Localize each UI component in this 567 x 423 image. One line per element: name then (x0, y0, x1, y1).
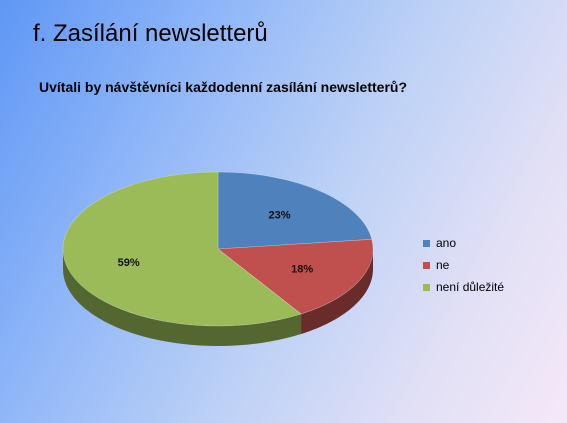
legend: ano ne není důležité (423, 232, 504, 298)
legend-swatch (423, 261, 430, 269)
pie-slice-ano (217, 171, 373, 250)
legend-swatch (423, 239, 430, 247)
pie-side-není-důležité (63, 249, 302, 346)
legend-item: není důležité (423, 276, 504, 298)
legend-label: ne (436, 258, 450, 272)
pie-labels: 23% 18% 59% (118, 209, 314, 275)
slide-title: f. Zasílání newsletterů (33, 20, 268, 47)
legend-item: ne (423, 254, 504, 276)
data-label-ne: 18% (291, 264, 313, 276)
pie-tops (62, 171, 374, 327)
legend-label: není důležité (436, 280, 505, 294)
pie-slice-ne (217, 239, 374, 315)
legend-swatch (423, 283, 430, 291)
chart-title: Uvítali by návštěvníci každodenní zasílá… (39, 79, 407, 95)
legend-item: ano (423, 232, 504, 254)
pie-sides (63, 249, 373, 346)
data-label-není-důležité: 59% (118, 257, 140, 269)
data-label-ano: 23% (268, 209, 290, 221)
pie-slice-není-důležité (62, 171, 302, 327)
legend-label: ano (436, 236, 457, 250)
pie-side-ne (301, 249, 373, 335)
